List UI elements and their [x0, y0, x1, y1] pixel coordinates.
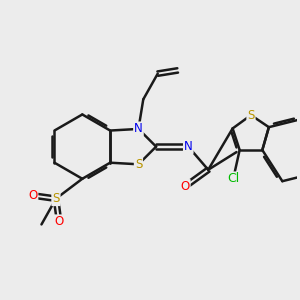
Text: S: S [247, 109, 255, 122]
Text: O: O [180, 180, 190, 193]
Text: N: N [184, 140, 193, 153]
Text: S: S [52, 192, 60, 205]
Text: S: S [135, 158, 142, 171]
Text: O: O [55, 215, 64, 228]
Text: Cl: Cl [227, 172, 239, 185]
Text: O: O [28, 189, 38, 202]
Text: N: N [134, 122, 143, 135]
